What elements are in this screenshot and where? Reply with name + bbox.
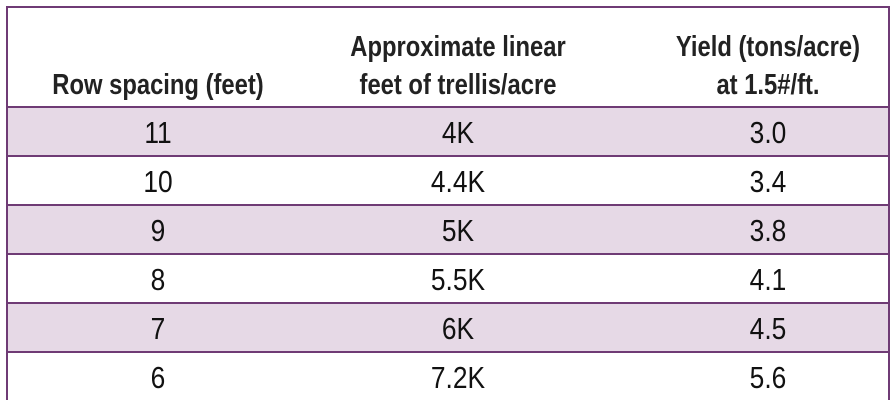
cell-trellis-feet: 5K bbox=[441, 213, 475, 248]
data-table: Row spacing (feet) Approximate linear fe… bbox=[6, 6, 890, 400]
cell-yield: 3.8 bbox=[749, 213, 787, 248]
header-trellis-feet-line-1: Approximate linear bbox=[350, 31, 566, 63]
cell-row-spacing: 6 bbox=[150, 360, 166, 395]
header-yield: Yield (tons/acre) at 1.5#/ft. bbox=[629, 28, 896, 104]
table-row: 10 4.4K 3.4 bbox=[8, 155, 888, 204]
cell-trellis-feet: 7.2K bbox=[430, 360, 486, 395]
cell-row-spacing: 10 bbox=[143, 164, 173, 199]
table-row: 9 5K 3.8 bbox=[8, 204, 888, 253]
cell-yield: 3.0 bbox=[749, 115, 787, 150]
cell-row-spacing: 7 bbox=[150, 311, 166, 346]
header-row-spacing: Row spacing (feet) bbox=[35, 66, 281, 104]
cell-yield: 4.5 bbox=[749, 311, 787, 346]
cell-trellis-feet: 5.5K bbox=[430, 262, 486, 297]
cell-yield: 3.4 bbox=[749, 164, 787, 199]
cell-yield: 4.1 bbox=[749, 262, 787, 297]
table-row: 7 6K 4.5 bbox=[8, 302, 888, 351]
cell-trellis-feet: 6K bbox=[441, 311, 475, 346]
cell-row-spacing: 11 bbox=[144, 115, 172, 150]
table-header: Row spacing (feet) Approximate linear fe… bbox=[8, 8, 888, 108]
table-row: 8 5.5K 4.1 bbox=[8, 253, 888, 302]
cell-row-spacing: 9 bbox=[150, 213, 166, 248]
header-yield-line-2: at 1.5#/ft. bbox=[716, 69, 820, 101]
cell-trellis-feet: 4.4K bbox=[430, 164, 486, 199]
table-row: 11 4K 3.0 bbox=[8, 106, 888, 155]
header-trellis-feet-line-2: feet of trellis/acre bbox=[359, 69, 557, 101]
table-body: 11 4K 3.0 10 4.4K 3.4 9 5K 3.8 8 5.5K 4.… bbox=[8, 106, 888, 400]
cell-row-spacing: 8 bbox=[150, 262, 166, 297]
table-row: 6 7.2K 5.6 bbox=[8, 351, 888, 400]
header-row-spacing-line-1: Row spacing (feet) bbox=[52, 69, 264, 101]
cell-trellis-feet: 4K bbox=[441, 115, 475, 150]
cell-yield: 5.6 bbox=[749, 360, 787, 395]
header-trellis-feet: Approximate linear feet of trellis/acre bbox=[302, 28, 614, 104]
header-yield-line-1: Yield (tons/acre) bbox=[675, 31, 861, 63]
